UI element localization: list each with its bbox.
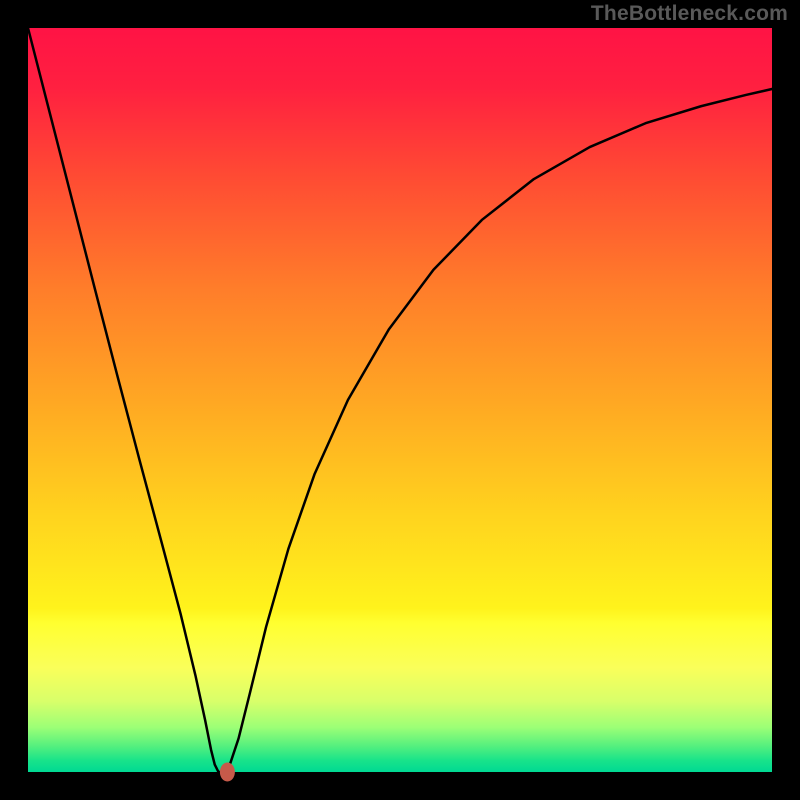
bottleneck-chart: [0, 0, 800, 800]
chart-frame: TheBottleneck.com: [0, 0, 800, 800]
optimal-point-marker: [220, 763, 235, 782]
gradient-background: [28, 28, 772, 772]
